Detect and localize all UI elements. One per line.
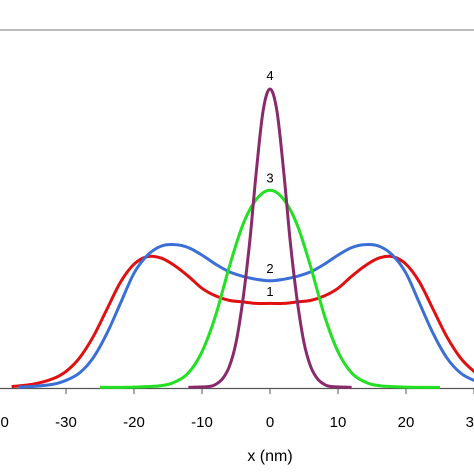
x-tick-label: 0 xyxy=(266,414,274,431)
x-axis-title: x (nm) xyxy=(247,448,292,465)
x-tick-label: 20 xyxy=(398,414,415,431)
series-line-4 xyxy=(188,87,352,389)
x-tick-label: -30 xyxy=(55,414,77,431)
x-tick-label: 30 xyxy=(466,414,474,431)
x-ticks: -40 -30 -20 -10 0 10 20 30 xyxy=(0,388,474,431)
series-line-1 xyxy=(11,254,474,388)
curve-label-2: 2 xyxy=(266,261,273,276)
x-tick-label: 10 xyxy=(330,414,347,431)
x-tick-label: -20 xyxy=(123,414,145,431)
curve-label-1: 1 xyxy=(266,284,273,299)
x-tick-label: -40 xyxy=(0,414,9,431)
x-tick-label: -10 xyxy=(191,414,213,431)
series-lines xyxy=(11,87,474,389)
curve-labels: 1 2 3 4 xyxy=(266,68,273,299)
series-line-3 xyxy=(99,188,441,389)
curve-label-3: 3 xyxy=(266,171,273,186)
series-line-2 xyxy=(18,242,474,389)
curve-label-4: 4 xyxy=(266,68,273,83)
